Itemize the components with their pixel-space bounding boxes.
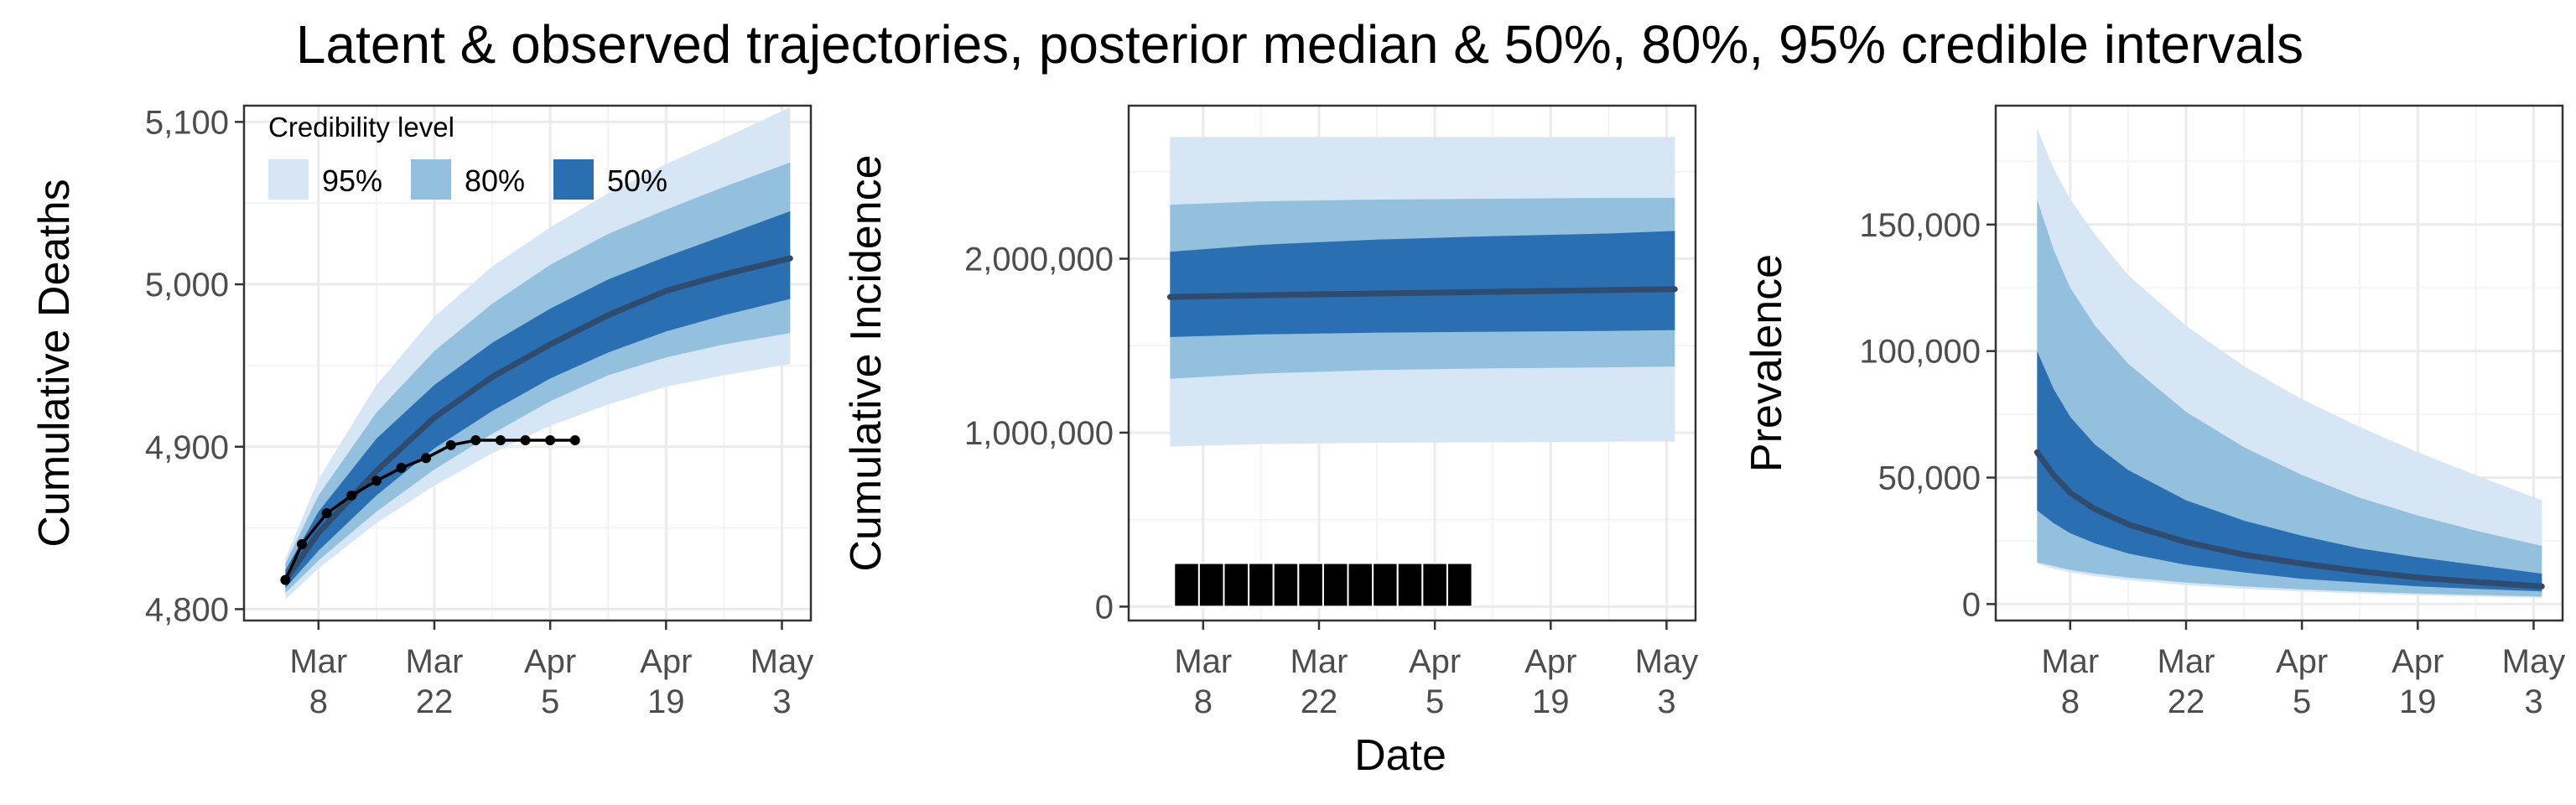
observed-bar <box>1322 562 1349 608</box>
x-tick-label-month: Mar <box>289 643 347 680</box>
legend-label: 80% <box>465 164 525 198</box>
x-tick-label-month: Apr <box>1409 643 1461 680</box>
x-tick-label-month: Apr <box>2276 643 2328 680</box>
x-tick-label-day: 8 <box>2061 683 2080 720</box>
panel-2: 01,000,0002,000,000Mar8Mar22Apr5Apr19May… <box>842 104 1699 720</box>
x-tick-label-month: Mar <box>2158 643 2215 680</box>
y-tick-label: 0 <box>1095 589 1114 626</box>
x-tick-label-month: Apr <box>524 643 576 680</box>
x-tick-label-day: 3 <box>2524 683 2542 720</box>
observed-point <box>495 435 506 446</box>
ci50-band <box>1170 231 1675 337</box>
panel-3: 050,000100,000150,000Mar8Mar22Apr5Apr19M… <box>1742 104 2566 720</box>
observed-bar <box>1248 562 1275 608</box>
legend-key-50 <box>553 159 594 200</box>
median-line <box>2033 449 2545 589</box>
observed-point <box>520 435 531 446</box>
x-tick-label-month: Mar <box>2041 643 2099 680</box>
observed-bar <box>1197 562 1225 608</box>
observed-bar <box>1223 562 1250 608</box>
legend-title: Credibility level <box>268 112 454 143</box>
observed-bar <box>1396 562 1424 608</box>
observed-point <box>346 490 357 501</box>
x-tick-label-day: 5 <box>2293 683 2311 720</box>
y-axis-title: Cumulative Incidence <box>842 154 891 571</box>
y-tick-label: 150,000 <box>1859 207 1981 244</box>
y-axis-title: Prevalence <box>1742 254 1791 472</box>
observed-bar <box>1173 562 1200 608</box>
y-tick-label: 5,000 <box>145 267 229 304</box>
x-tick-label-day: 19 <box>1532 683 1570 720</box>
observed-point <box>297 538 308 549</box>
observed-bar <box>1446 562 1473 608</box>
observed-point <box>321 508 332 519</box>
ci50-band <box>285 210 791 589</box>
panels: 4,8004,9005,0005,100Mar8Mar22Apr5Apr19Ma… <box>30 104 2565 720</box>
x-tick-label-month: May <box>1635 643 1699 680</box>
x-tick-label-month: May <box>2502 643 2566 680</box>
observed-point <box>470 435 481 446</box>
y-tick-label: 2,000,000 <box>964 242 1114 278</box>
x-tick-label-month: Apr <box>2392 643 2444 680</box>
y-axis-title: Cumulative Deaths <box>30 179 79 547</box>
legend-key-80 <box>411 159 451 200</box>
y-tick-label: 1,000,000 <box>964 415 1114 452</box>
observed-point <box>396 462 407 473</box>
panel-border <box>1127 104 1697 622</box>
x-tick-label-day: 5 <box>541 683 559 720</box>
observed-point <box>371 475 382 486</box>
y-tick-label: 50,000 <box>1878 460 1981 497</box>
x-tick-label-month: Mar <box>406 643 464 680</box>
observed-bar <box>1297 562 1324 608</box>
panel-border <box>1994 104 2564 622</box>
x-tick-label-day: 22 <box>2168 683 2205 720</box>
x-tick-label-day: 8 <box>1194 683 1213 720</box>
legend: Credibility level 95% 80% 50% <box>268 112 667 200</box>
x-tick-label-month: Mar <box>1174 643 1232 680</box>
x-tick-label-month: Apr <box>640 643 692 680</box>
median-line <box>1166 286 1678 300</box>
x-tick-label-month: Mar <box>1291 643 1348 680</box>
y-tick-label: 5,100 <box>145 104 229 141</box>
y-tick-label: 0 <box>1962 586 1981 623</box>
x-tick-label-day: 3 <box>772 683 791 720</box>
legend-key-95 <box>268 159 309 200</box>
x-tick-label-month: Apr <box>1524 643 1576 680</box>
x-tick-label-day: 19 <box>2399 683 2437 720</box>
x-tick-label-day: 22 <box>416 683 454 720</box>
legend-label: 50% <box>607 164 667 198</box>
ci50-band <box>2037 351 2542 592</box>
observed-bar <box>1421 562 1448 608</box>
legend-label: 95% <box>322 164 382 198</box>
x-tick-label-day: 19 <box>647 683 685 720</box>
y-tick-label: 100,000 <box>1859 334 1981 371</box>
observed-bar <box>1272 562 1300 608</box>
x-axis-title: Date <box>1354 731 1446 780</box>
y-tick-label: 4,800 <box>145 591 229 628</box>
x-tick-label-month: May <box>750 643 814 680</box>
x-tick-label-day: 5 <box>1426 683 1444 720</box>
panel-border <box>242 104 813 622</box>
observed-point <box>421 453 432 464</box>
observed-point <box>445 439 456 450</box>
observed-point <box>545 435 556 446</box>
y-tick-label: 4,900 <box>145 429 229 466</box>
x-tick-label-day: 3 <box>1657 683 1675 720</box>
panel-1: 4,8004,9005,0005,100Mar8Mar22Apr5Apr19Ma… <box>30 104 813 720</box>
x-tick-label-day: 22 <box>1301 683 1338 720</box>
observed-bar <box>1347 562 1374 608</box>
observed-point <box>569 435 580 446</box>
chart-title: Latent & observed trajectories, posterio… <box>296 14 2303 75</box>
observed-point <box>280 574 291 585</box>
x-tick-label-day: 8 <box>309 683 328 720</box>
observed-bar <box>1372 562 1399 608</box>
median-line <box>282 255 793 584</box>
